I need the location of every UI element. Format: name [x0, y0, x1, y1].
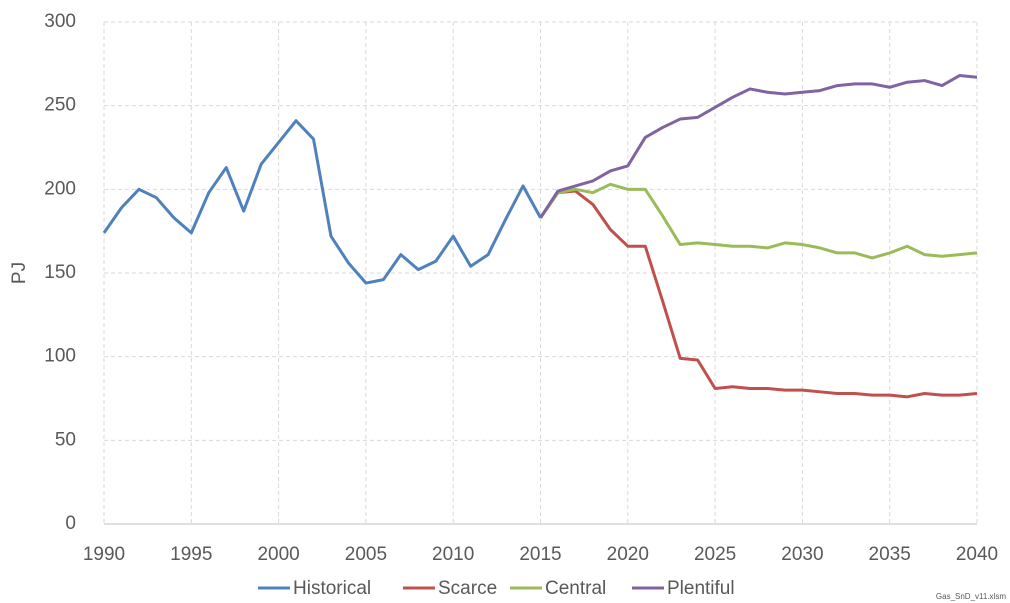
x-tick-label: 2005 — [345, 544, 387, 565]
x-tick-label: 2015 — [519, 544, 561, 565]
x-tick-label: 2025 — [694, 544, 736, 565]
x-tick-label: 2000 — [257, 544, 299, 565]
y-tick-label: 150 — [44, 262, 76, 283]
x-tick-label: 2010 — [432, 544, 474, 565]
annotation: Gas_SnD_v11.xlsm — [936, 592, 1006, 601]
x-tick-label: 1990 — [83, 544, 125, 565]
series-line — [539, 182, 978, 260]
series-line — [539, 189, 978, 399]
x-tick-label: 2030 — [781, 544, 823, 565]
series-line — [102, 119, 542, 285]
x-tick-label: 2020 — [607, 544, 649, 565]
y-tick-label: 0 — [65, 513, 76, 534]
x-tick-label: 2040 — [956, 544, 998, 565]
legend-label: Scarce — [438, 578, 497, 599]
y-tick-label: 100 — [44, 346, 76, 367]
y-tick-label: 200 — [44, 178, 76, 199]
x-tick-label: 1995 — [170, 544, 212, 565]
x-tick-label: 2035 — [869, 544, 911, 565]
y-axis-label: PJ — [9, 262, 30, 284]
legend-label: Central — [545, 578, 606, 599]
legend-label: Plentiful — [667, 578, 735, 599]
y-tick-label: 250 — [44, 95, 76, 116]
series-line — [539, 74, 978, 219]
y-tick-label: 50 — [55, 429, 76, 450]
y-tick-label: 300 — [44, 11, 76, 32]
legend-label: Historical — [293, 578, 371, 599]
